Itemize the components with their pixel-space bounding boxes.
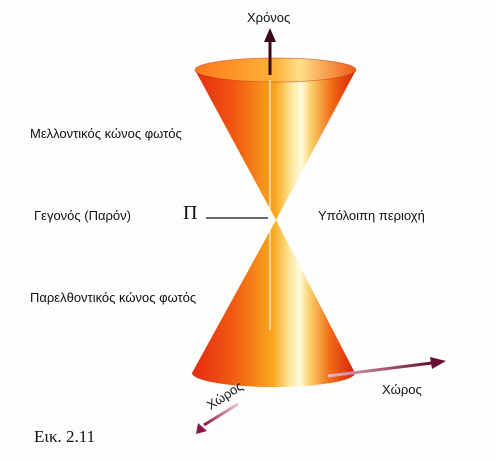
time-axis <box>264 28 276 330</box>
space-axis-right <box>327 357 446 378</box>
past-cone-label: Παρελθοντικός κώνος φωτός <box>30 290 197 305</box>
event-label: Γεγονός (Παρόν) <box>34 208 131 223</box>
space-axis-down-left <box>196 402 239 434</box>
time-axis-label: Χρόνος <box>247 10 291 25</box>
future-cone <box>194 57 357 220</box>
event-symbol: Π <box>183 202 198 224</box>
elsewhere-label: Υπόλοιπη περιοχή <box>318 208 425 223</box>
space-axis-right-label: Χώρος <box>382 382 422 397</box>
future-cone-label: Μελλοντικός κώνος φωτός <box>30 126 182 141</box>
past-cone <box>192 220 355 388</box>
figure-caption: Εικ. 2.11 <box>34 427 96 446</box>
